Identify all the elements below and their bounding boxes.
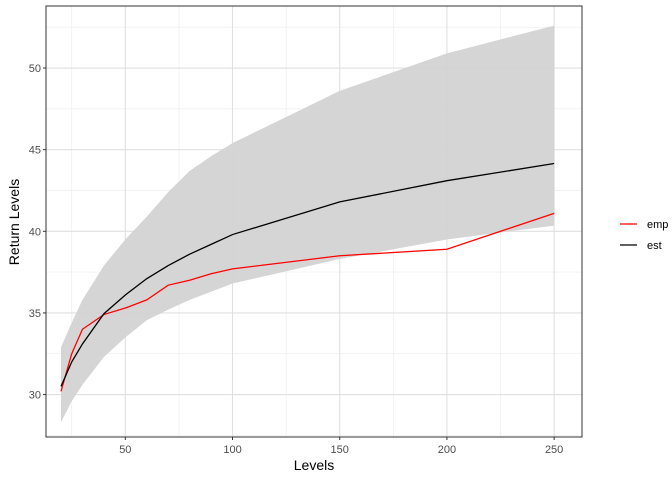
x-tick-label: 150 (331, 444, 349, 456)
y-tick-label: 40 (29, 226, 41, 238)
legend-label-emp: emp (647, 219, 668, 231)
y-tick-label: 45 (29, 145, 41, 157)
x-tick-label: 100 (223, 444, 241, 456)
y-tick-label: 35 (29, 308, 41, 320)
x-tick-label: 50 (119, 444, 131, 456)
confidence-band (61, 26, 554, 423)
legend-label-est: est (647, 240, 662, 252)
legend: emp est (620, 219, 668, 252)
x-axis-title: Levels (294, 457, 334, 473)
y-axis-title: Return Levels (6, 179, 22, 265)
x-tick-label: 200 (438, 444, 456, 456)
x-tick-label: 250 (545, 444, 563, 456)
confidence-band-area (61, 26, 554, 423)
y-tick-label: 30 (29, 390, 41, 402)
y-tick-label: 50 (29, 63, 41, 75)
